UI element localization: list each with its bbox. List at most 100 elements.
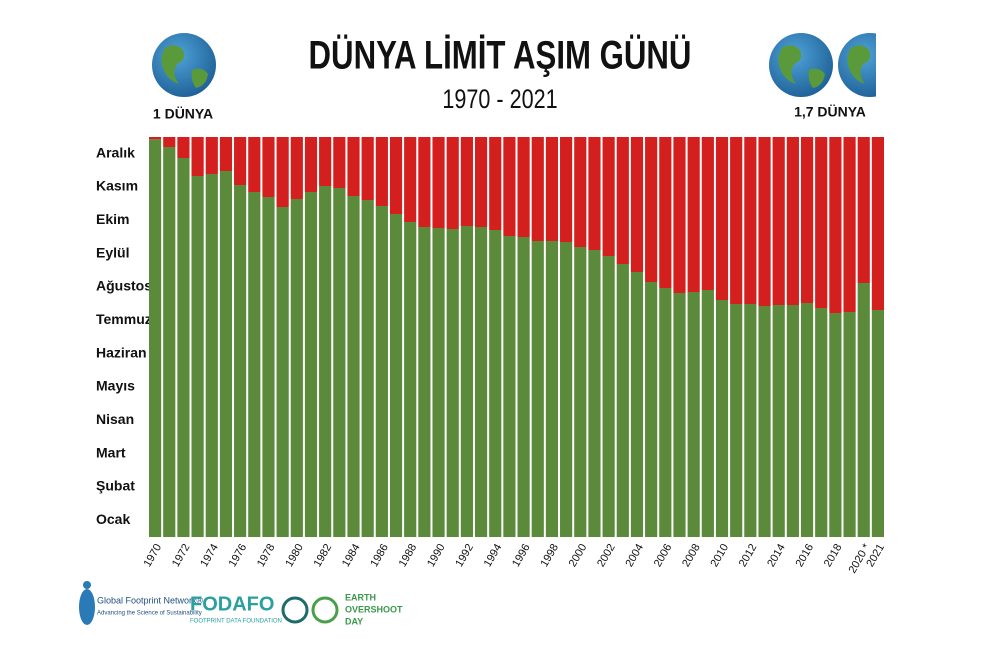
- overshoot-area: [772, 137, 785, 305]
- logo-text: EARTH: [345, 592, 376, 602]
- y-tick-label: Haziran: [96, 344, 147, 360]
- logo-text: FODAFO: [190, 593, 274, 615]
- x-tick-label: 1980: [283, 542, 306, 569]
- overshoot-area: [446, 137, 459, 229]
- logo-text: FOOTPRINT DATA FOUNDATION: [190, 619, 282, 625]
- overshoot-area: [574, 137, 587, 247]
- bar: [361, 200, 374, 537]
- x-tick-label: 2000: [567, 542, 590, 569]
- bar: [815, 308, 828, 537]
- overshoot-area: [701, 137, 714, 290]
- x-tick-label: 1994: [482, 542, 505, 569]
- x-tick-label: 2018: [822, 542, 845, 569]
- overshoot-area: [857, 137, 870, 283]
- globe: [838, 33, 876, 97]
- x-tick-label: 2002: [595, 542, 618, 569]
- bar: [319, 186, 332, 537]
- overshoot-area: [276, 137, 289, 207]
- bar: [347, 196, 360, 537]
- x-tick-label: 1996: [510, 542, 533, 569]
- bar: [446, 229, 459, 537]
- bar: [418, 227, 431, 537]
- overshoot-area: [205, 137, 218, 174]
- bar: [333, 188, 346, 537]
- overshoot-area: [219, 137, 233, 171]
- x-tick-label: 2006: [652, 542, 675, 569]
- x-tick-label: 1988: [397, 542, 420, 569]
- y-tick-label: Temmuz: [96, 311, 152, 327]
- bar: [616, 264, 629, 537]
- bar: [574, 247, 587, 537]
- overshoot-area: [191, 137, 204, 176]
- bar: [687, 292, 700, 537]
- overshoot-area: [659, 137, 672, 288]
- bar: [205, 174, 218, 537]
- bar: [715, 300, 729, 537]
- overshoot-area: [404, 137, 417, 222]
- bar: [857, 283, 870, 537]
- overshoot-area: [616, 137, 629, 264]
- logo-text: Advancing the Science of Sustainability: [97, 611, 202, 617]
- x-tick-label: 2008: [680, 542, 703, 569]
- overshoot-area: [347, 137, 360, 196]
- bar: [248, 192, 261, 537]
- overshoot-area: [248, 137, 261, 192]
- x-tick-label: 2012: [737, 542, 760, 569]
- overshoot-area: [560, 137, 573, 242]
- overshoot-area: [389, 137, 403, 214]
- overshoot-area: [843, 137, 856, 312]
- overshoot-area: [149, 137, 162, 140]
- bar: [262, 197, 275, 537]
- y-tick-label: Ocak: [96, 511, 130, 527]
- bar: [460, 226, 473, 537]
- overshoot-area: [234, 137, 247, 185]
- logo-text: OVERSHOOT: [345, 604, 403, 614]
- overshoot-area: [503, 137, 516, 236]
- chart-title: DÜNYA LİMİT AŞIM GÜNÜ: [309, 33, 692, 78]
- bar: [389, 214, 403, 537]
- right-label: 1,7 DÜNYA: [794, 104, 866, 120]
- overshoot-area: [304, 137, 318, 192]
- overshoot-area: [460, 137, 473, 226]
- x-tick-label: 1986: [368, 542, 391, 569]
- overshoot-area: [319, 137, 332, 186]
- globe: [152, 33, 216, 97]
- logo-text: DAY: [345, 616, 363, 626]
- y-tick-label: Nisan: [96, 411, 134, 427]
- bar: [772, 305, 785, 537]
- bar: [786, 305, 799, 537]
- overshoot-area: [517, 137, 530, 237]
- bar: [304, 192, 318, 537]
- x-tick-label: 1972: [170, 542, 193, 569]
- overshoot-area: [474, 137, 488, 227]
- bar: [234, 185, 247, 537]
- bar: [432, 228, 445, 537]
- bar: [290, 199, 303, 537]
- bar: [489, 230, 502, 537]
- overshoot-area: [744, 137, 757, 304]
- bar: [744, 304, 757, 537]
- bar: [375, 206, 388, 537]
- x-tick-label: 1970: [142, 542, 165, 569]
- overshoot-area: [715, 137, 729, 300]
- bar: [843, 312, 856, 537]
- bar: [545, 241, 559, 537]
- overshoot-area: [687, 137, 700, 292]
- bar: [630, 272, 644, 537]
- overshoot-area: [800, 137, 814, 303]
- overshoot-area: [177, 137, 190, 158]
- overshoot-area: [871, 137, 884, 310]
- y-tick-label: Ekim: [96, 211, 129, 227]
- overshoot-area: [361, 137, 374, 200]
- overshoot-area: [333, 137, 346, 188]
- overshoot-logo: [281, 596, 339, 624]
- bar: [404, 222, 417, 537]
- overshoot-area: [531, 137, 544, 241]
- y-tick-label: Kasım: [96, 178, 138, 194]
- overshoot-area: [432, 137, 445, 228]
- bar: [645, 282, 658, 537]
- bar: [177, 158, 190, 537]
- overshoot-area: [418, 137, 431, 227]
- x-tick-label: 1974: [198, 542, 221, 569]
